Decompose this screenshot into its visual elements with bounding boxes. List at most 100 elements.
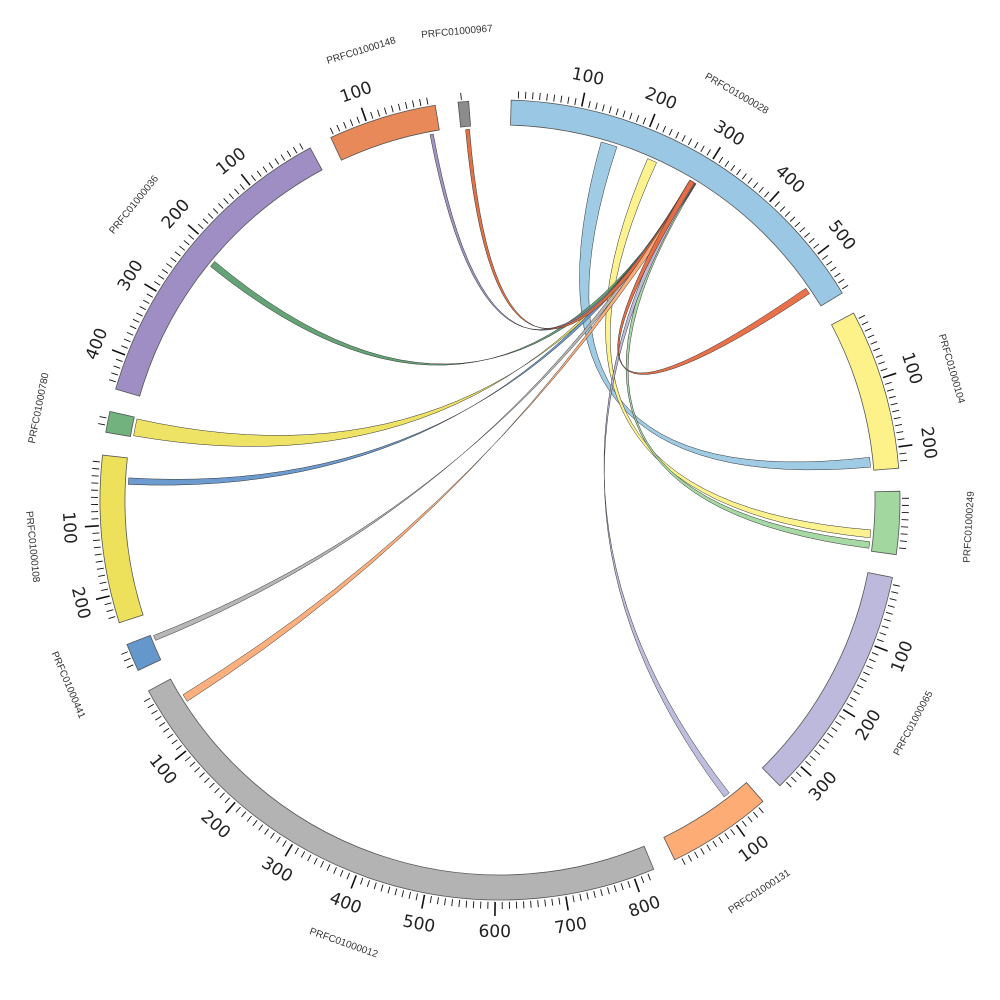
arc-prfc01000131 bbox=[663, 782, 764, 861]
minor-tick bbox=[900, 459, 908, 462]
arc-prfc01000441 bbox=[126, 634, 162, 671]
major-tick bbox=[817, 244, 830, 255]
minor-tick bbox=[394, 888, 398, 896]
minor-tick bbox=[223, 198, 229, 204]
minor-tick bbox=[129, 325, 137, 330]
tick-label: 300 bbox=[805, 768, 841, 806]
minor-tick bbox=[809, 755, 816, 761]
minor-tick bbox=[795, 771, 802, 777]
major-tick bbox=[769, 190, 780, 203]
minor-tick bbox=[736, 169, 742, 176]
minor-tick bbox=[214, 787, 220, 794]
arc-prfc01000780 bbox=[105, 410, 135, 437]
minor-tick bbox=[608, 106, 612, 114]
minor-tick bbox=[551, 898, 554, 906]
minor-tick bbox=[640, 876, 645, 884]
minor-tick bbox=[241, 811, 247, 818]
minor-tick bbox=[183, 240, 190, 246]
minor-tick bbox=[747, 816, 753, 823]
minor-tick bbox=[157, 275, 165, 280]
minor-tick bbox=[179, 245, 186, 251]
minor-tick bbox=[377, 109, 381, 117]
minor-tick bbox=[822, 738, 830, 744]
minor-tick bbox=[262, 166, 268, 173]
minor-tick bbox=[889, 598, 897, 601]
arc-prfc01000065 bbox=[761, 572, 893, 787]
minor-tick bbox=[892, 409, 900, 413]
minor-tick bbox=[790, 776, 797, 783]
minor-tick bbox=[588, 100, 591, 108]
minor-tick bbox=[662, 125, 667, 133]
major-tick bbox=[284, 843, 294, 857]
minor-tick bbox=[827, 732, 834, 738]
minor-tick bbox=[579, 893, 582, 901]
ribbon-prfc01000028-prfc01000249 bbox=[605, 158, 872, 539]
minor-tick bbox=[300, 851, 306, 858]
minor-tick bbox=[106, 609, 114, 613]
minor-tick bbox=[123, 338, 131, 343]
segment-label-prfc01000148: PRFC01000148 bbox=[325, 35, 397, 67]
minor-tick bbox=[458, 899, 461, 907]
minor-tick bbox=[668, 128, 673, 136]
minor-tick bbox=[747, 177, 753, 184]
minor-tick bbox=[863, 671, 870, 676]
minor-tick bbox=[202, 218, 209, 224]
segment-label-prfc01000441: PRFC01000441 bbox=[49, 650, 88, 721]
minor-tick bbox=[136, 312, 143, 317]
tick-label: 500 bbox=[401, 911, 437, 937]
minor-tick bbox=[92, 539, 101, 542]
tick-label: 400 bbox=[82, 325, 112, 362]
major-tick bbox=[874, 645, 888, 652]
minor-tick bbox=[121, 345, 128, 349]
minor-tick bbox=[876, 638, 884, 643]
minor-tick bbox=[655, 122, 660, 130]
minor-tick bbox=[838, 278, 845, 284]
minor-tick bbox=[880, 368, 888, 372]
minor-tick bbox=[572, 895, 575, 903]
minor-tick bbox=[675, 131, 680, 139]
ribbon-layer bbox=[128, 128, 872, 798]
minor-tick bbox=[390, 105, 394, 113]
minor-tick bbox=[718, 156, 724, 164]
major-tick bbox=[421, 894, 426, 909]
major-tick bbox=[350, 875, 357, 889]
minor-tick bbox=[132, 318, 140, 323]
major-tick bbox=[735, 824, 746, 837]
arc-prfc01000104 bbox=[830, 312, 900, 471]
minor-tick bbox=[380, 884, 384, 892]
tick-label: 200 bbox=[852, 706, 886, 744]
minor-tick bbox=[292, 146, 298, 154]
minor-tick bbox=[126, 331, 134, 336]
minor-tick bbox=[694, 851, 699, 859]
minor-tick bbox=[307, 854, 312, 862]
minor-tick bbox=[779, 206, 786, 212]
minor-tick bbox=[429, 896, 432, 904]
minor-tick bbox=[897, 438, 905, 441]
minor-tick bbox=[834, 272, 841, 278]
minor-tick bbox=[159, 721, 166, 727]
minor-tick bbox=[276, 836, 281, 843]
minor-tick bbox=[700, 848, 705, 855]
minor-tick bbox=[412, 100, 415, 108]
minor-tick bbox=[899, 540, 907, 542]
minor-tick bbox=[622, 110, 626, 118]
minor-tick bbox=[98, 574, 106, 577]
minor-tick bbox=[546, 93, 548, 101]
minor-tick bbox=[444, 898, 446, 906]
minor-tick bbox=[96, 567, 104, 570]
minor-tick bbox=[867, 334, 875, 339]
minor-tick bbox=[268, 162, 274, 169]
minor-tick bbox=[741, 820, 747, 827]
tick-label: 200 bbox=[197, 807, 235, 843]
tick-label: 300 bbox=[114, 257, 148, 295]
arc-prfc01000036 bbox=[115, 147, 323, 397]
arc-layer bbox=[99, 99, 901, 901]
segment-label-prfc01000108: PRFC01000108 bbox=[23, 511, 41, 584]
minor-tick bbox=[831, 727, 838, 732]
minor-tick bbox=[853, 690, 861, 695]
minor-tick bbox=[899, 547, 907, 550]
minor-tick bbox=[530, 900, 532, 908]
major-tick bbox=[174, 750, 187, 761]
major-tick bbox=[648, 113, 656, 128]
